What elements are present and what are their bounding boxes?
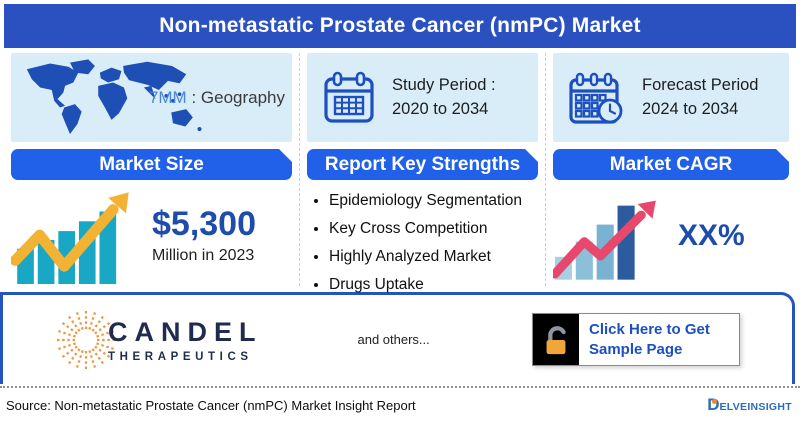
- list-item: Key Cross Competition: [329, 220, 538, 238]
- forecast-period-line2: 2024 to 2034: [642, 99, 739, 118]
- study-period-text: Study Period : 2020 to 2034: [392, 74, 496, 120]
- candel-name: CANDEL: [108, 316, 263, 347]
- delveinsight-dot-icon: [712, 399, 718, 404]
- market-cagr-content: XX%: [553, 180, 789, 286]
- forecast-period-line1: Forecast Period: [642, 76, 759, 95]
- column-market-cagr: Forecast Period 2024 to 2034 Market CAGR…: [546, 53, 796, 286]
- market-size-content: $5,300 Million in 2023: [11, 180, 292, 286]
- infographic-page: Non-metastatic Prostate Cancer (nmPC) Ma…: [0, 4, 800, 424]
- list-item: Drugs Uptake: [329, 276, 538, 294]
- geography-text: : Geography: [186, 87, 285, 107]
- title-banner: Non-metastatic Prostate Cancer (nmPC) Ma…: [4, 4, 796, 48]
- list-item: Epidemiology Segmentation: [329, 192, 538, 210]
- geography-box: 7MM : Geography: [11, 53, 292, 142]
- study-period-line2: 2020 to 2034: [392, 99, 489, 118]
- candel-subtitle: THERAPEUTICS: [108, 350, 253, 363]
- calendar-clock-icon: [569, 72, 623, 124]
- delveinsight-logo: D ELVEINSIGHT: [707, 395, 792, 415]
- study-period-line1: Study Period :: [392, 76, 496, 95]
- market-size-caption: Million in 2023: [152, 246, 255, 264]
- column-market-size: 7MM : Geography Market Size $5,300 Milli…: [4, 53, 300, 286]
- forecast-period-text: Forecast Period 2024 to 2034: [642, 74, 758, 120]
- delveinsight-d: D: [707, 395, 720, 414]
- and-others-text: and others...: [357, 332, 430, 347]
- market-size-value-block: $5,300 Million in 2023: [152, 205, 256, 265]
- candel-wordmark: CANDEL THERAPEUTICS: [108, 317, 263, 363]
- candel-therapeutics-logo: CANDEL THERAPEUTICS: [49, 303, 263, 377]
- geography-7mm: 7MM: [148, 87, 187, 107]
- key-strengths-list: Epidemiology Segmentation Key Cross Comp…: [329, 192, 538, 294]
- world-map-icon: [26, 59, 202, 135]
- delveinsight-wordmark: ELVEINSIGHT: [719, 401, 792, 413]
- market-size-value: $5,300: [152, 205, 256, 244]
- calendar-icon: [324, 71, 374, 123]
- page-title: Non-metastatic Prostate Cancer (nmPC) Ma…: [159, 14, 641, 37]
- market-cagr-header: Market CAGR: [553, 149, 789, 180]
- main-content: 7MM : Geography Market Size $5,300 Milli…: [0, 48, 800, 293]
- sample-page-button-label: Click Here to Get Sample Page: [589, 321, 710, 358]
- lock-icon: [533, 314, 579, 365]
- list-item: Highly Analyzed Market: [329, 248, 538, 266]
- source-text: Source: Non-metastatic Prostate Cancer (…: [6, 397, 416, 413]
- key-strengths-header: Report Key Strengths: [307, 149, 538, 180]
- study-period-box: Study Period : 2020 to 2034: [307, 53, 538, 142]
- cagr-chart-icon: [553, 200, 656, 280]
- market-size-header: Market Size: [11, 149, 292, 180]
- sample-page-button[interactable]: Click Here to Get Sample Page: [532, 313, 740, 366]
- market-cagr-value: XX%: [678, 219, 745, 252]
- growth-chart-icon: [11, 192, 129, 284]
- forecast-period-box: Forecast Period 2024 to 2034: [553, 53, 789, 142]
- geography-label: 7MM : Geography: [149, 88, 285, 108]
- companies-panel: CANDEL THERAPEUTICS and others... Click …: [0, 292, 795, 384]
- column-key-strengths: Study Period : 2020 to 2034 Report Key S…: [300, 53, 546, 293]
- footer: Source: Non-metastatic Prostate Cancer (…: [0, 386, 800, 415]
